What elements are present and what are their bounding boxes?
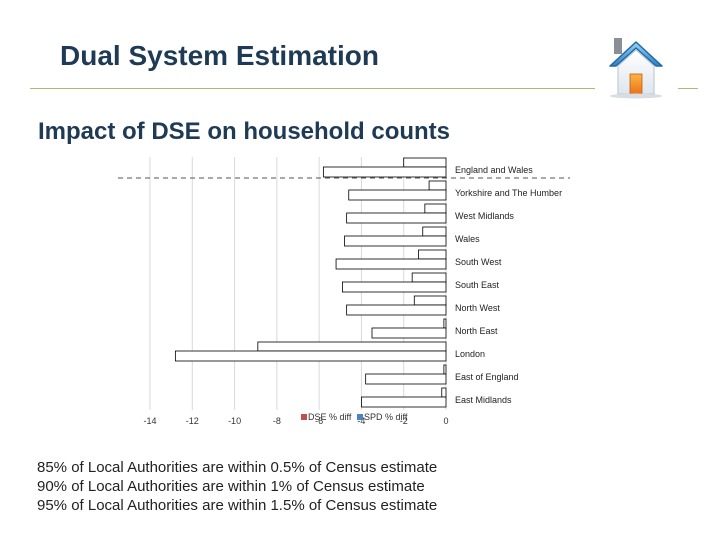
bar-spd — [346, 304, 447, 316]
legend: DSE % diff SPD % diff — [301, 412, 408, 422]
legend-swatch-dse — [301, 414, 307, 420]
category-label: West Midlands — [455, 211, 514, 221]
legend-swatch-spd — [357, 414, 363, 420]
x-tick-label: -8 — [273, 416, 281, 426]
x-tick-label: -12 — [186, 416, 199, 426]
notes-block: 85% of Local Authorities are within 0.5%… — [37, 458, 437, 515]
bar-dse — [443, 364, 447, 375]
bar-spd — [344, 235, 447, 247]
bar-spd — [341, 281, 447, 293]
home-icon[interactable] — [596, 30, 676, 100]
bar-dse — [422, 226, 447, 237]
bars — [174, 157, 447, 408]
bar-spd — [371, 327, 447, 339]
x-tick-label: 0 — [443, 416, 448, 426]
title-rule-right — [678, 88, 698, 89]
category-label: Yorkshire and The Humber — [455, 188, 562, 198]
x-tick-label: -2 — [400, 416, 408, 426]
slide-title: Dual System Estimation — [60, 40, 379, 71]
note-line: 90% of Local Authorities are within 1% o… — [37, 478, 425, 495]
bar-dse — [413, 295, 447, 306]
bar-dse — [428, 180, 447, 191]
bar-dse — [403, 157, 447, 168]
bar-dse — [424, 203, 447, 214]
x-tick-label: -14 — [143, 416, 156, 426]
bar-dse — [443, 318, 447, 329]
category-label: East Midlands — [455, 395, 512, 405]
bar-dse — [257, 341, 447, 352]
bar-spd — [361, 396, 447, 408]
category-labels: England and Wales Yorkshire and The Humbe… — [455, 165, 562, 405]
bar-dse — [418, 249, 447, 260]
category-label: Wales — [455, 234, 480, 244]
note-line: 95% of Local Authorities are within 1.5%… — [37, 497, 438, 514]
category-label: North West — [455, 303, 500, 313]
category-label: South West — [455, 257, 502, 267]
bar-spd — [335, 258, 447, 270]
chart-subtitle: Impact of DSE on household counts — [38, 118, 451, 145]
category-label: South East — [455, 280, 500, 290]
bar-spd — [174, 350, 447, 362]
bar-spd — [322, 166, 447, 178]
category-label: North East — [455, 326, 498, 336]
title-rule-left — [30, 88, 595, 89]
category-label: England and Wales — [455, 165, 533, 175]
x-tick-label: -10 — [228, 416, 241, 426]
category-label: London — [455, 349, 485, 359]
category-label: East of England — [455, 372, 519, 382]
bar-spd — [346, 212, 447, 224]
x-tick-labels: -14 -12 -10 -8 -6 -4 -2 0 — [143, 416, 448, 426]
legend-label-spd: SPD % diff — [364, 412, 408, 422]
bar-spd — [348, 189, 447, 201]
legend-label-dse: DSE % diff — [308, 412, 352, 422]
note-line: 85% of Local Authorities are within 0.5%… — [37, 459, 438, 476]
bar-spd — [365, 373, 447, 385]
x-tick-label: -4 — [357, 416, 365, 426]
x-tick-label: -6 — [315, 416, 323, 426]
bar-dse — [411, 272, 447, 283]
bar-dse — [441, 387, 447, 398]
